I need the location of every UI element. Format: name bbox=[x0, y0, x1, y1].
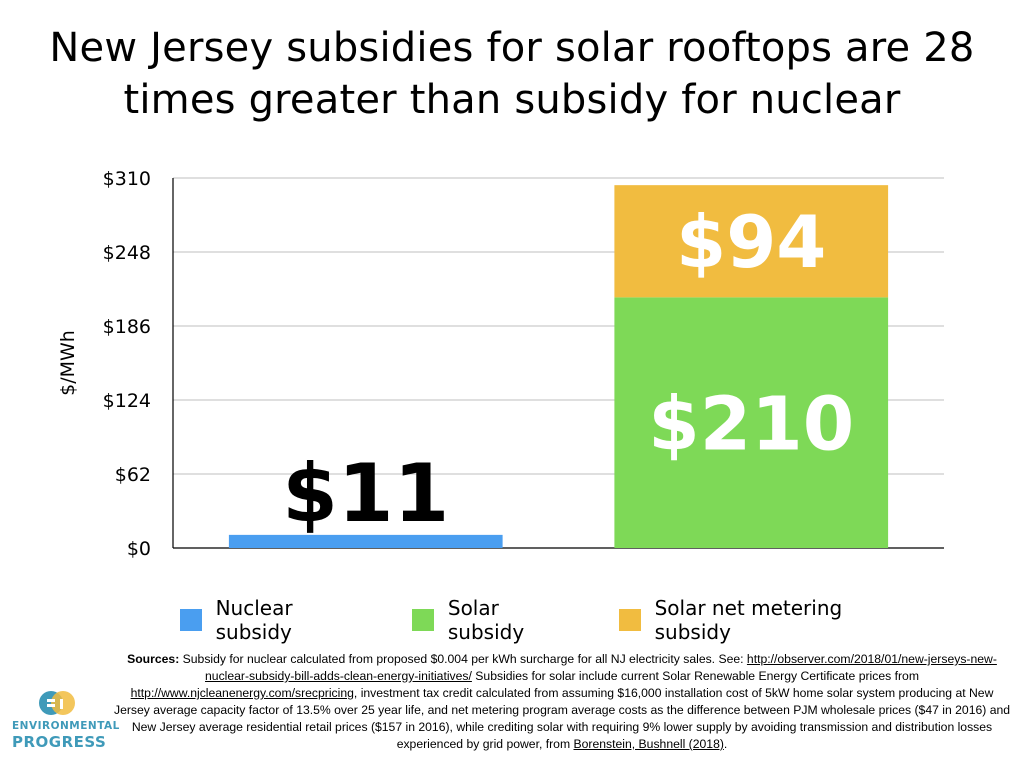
logo-text-line2: PROGRESS bbox=[12, 733, 107, 751]
sources-link-njcleanenergy[interactable]: http://www.njcleanenergy.com/srecpricing bbox=[130, 686, 354, 700]
data-label: $94 bbox=[676, 200, 826, 284]
data-label: $210 bbox=[648, 381, 854, 467]
legend-item: Solar subsidy bbox=[412, 596, 579, 644]
environmental-progress-logo: ENVIRONMENTAL PROGRESS bbox=[12, 688, 120, 758]
legend-label: Nuclear subsidy bbox=[215, 596, 293, 644]
sources-note: Sources: Subsidy for nuclear calculated … bbox=[112, 651, 1012, 753]
y-tick-label: $0 bbox=[127, 538, 151, 560]
legend-swatch bbox=[412, 609, 434, 631]
data-labels: $11 $210 $94 bbox=[282, 200, 854, 540]
legend-label: Solar net metering subsidy bbox=[654, 596, 843, 644]
chart-title: New Jersey subsidies for solar rooftops … bbox=[49, 25, 975, 123]
bars bbox=[228, 185, 889, 548]
sources-text-1: Subsidy for nuclear calculated from prop… bbox=[179, 652, 747, 666]
logo-mark-icon bbox=[39, 691, 75, 715]
sources-text-2: Subsidies for solar include current Sola… bbox=[471, 669, 919, 683]
legend: Nuclear subsidy Solar subsidy Solar net me… bbox=[180, 596, 960, 644]
sources-text-3: , investment tax credit calculated from … bbox=[113, 686, 1011, 751]
y-axis: $0 $62 $124 $186 $248 $310 $/MWh bbox=[57, 168, 174, 560]
y-tick-label: $62 bbox=[115, 464, 151, 486]
sources-link-borenstein[interactable]: Borenstein, Bushnell (2018) bbox=[573, 737, 724, 751]
y-tick-label: $248 bbox=[103, 242, 151, 264]
logo-text-line1: ENVIRONMENTAL bbox=[12, 720, 120, 732]
legend-swatch bbox=[180, 609, 202, 631]
chart: $0 $62 $124 $186 $248 $310 $/MWh $11 $210 $94 bbox=[57, 168, 944, 560]
y-tick-label: $124 bbox=[103, 390, 151, 412]
y-tick-label: $310 bbox=[103, 168, 151, 190]
bar-solar-subsidy bbox=[614, 297, 889, 548]
y-axis-label: $/MWh bbox=[57, 330, 79, 396]
sources-text-4: . bbox=[723, 737, 728, 751]
bar-solar-net-metering-subsidy bbox=[614, 185, 889, 298]
data-label: $11 bbox=[282, 447, 449, 540]
legend-label: Solar subsidy bbox=[447, 596, 525, 644]
legend-item: Solar net metering subsidy bbox=[619, 596, 920, 644]
legend-item: Nuclear subsidy bbox=[180, 596, 372, 644]
sources-link-observer[interactable]: http://observer.com/2018/01/new-jerseys-… bbox=[205, 652, 997, 683]
bar-nuclear-subsidy bbox=[228, 534, 503, 548]
y-tick-label: $186 bbox=[103, 316, 151, 338]
sources-heading: Sources: bbox=[127, 652, 180, 666]
legend-swatch bbox=[619, 609, 641, 631]
